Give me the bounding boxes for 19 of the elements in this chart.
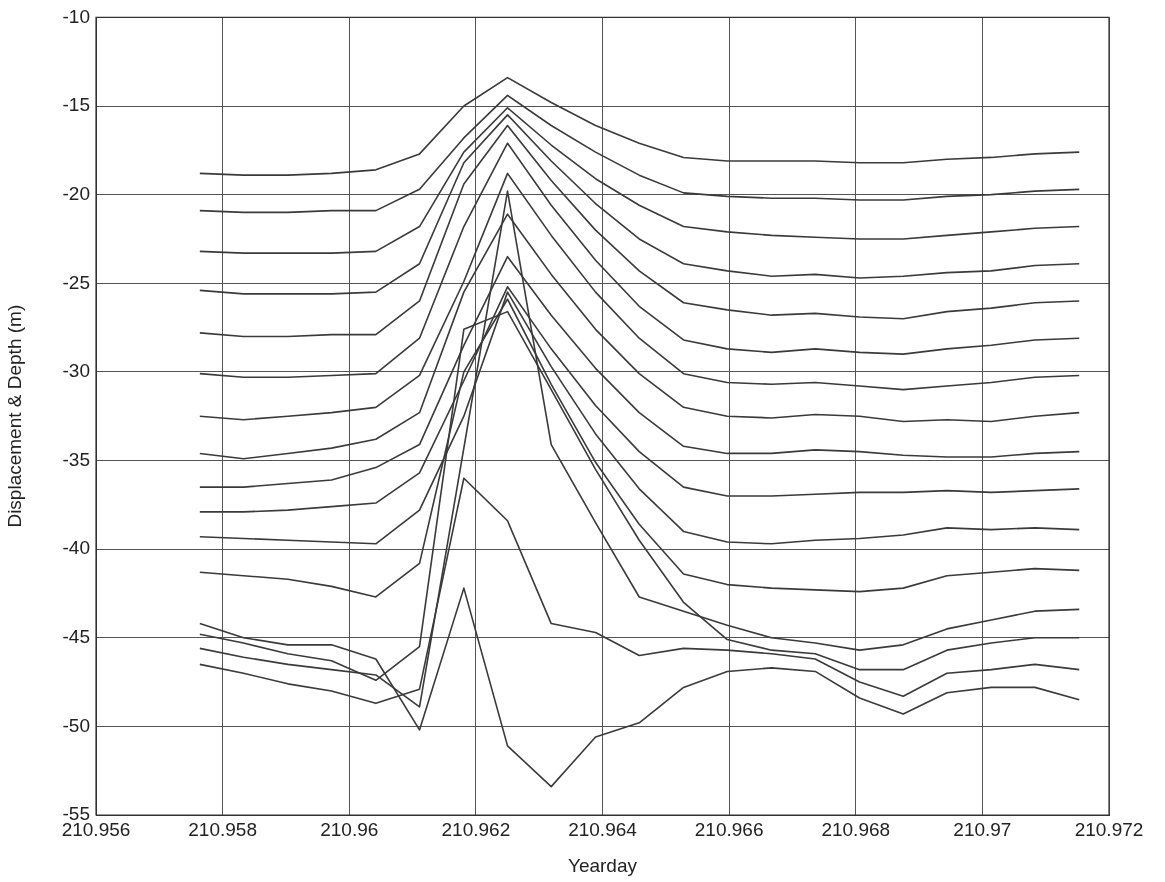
- x-tick-label: 210.97: [953, 818, 1012, 840]
- y-tick-label: -30: [62, 360, 90, 382]
- x-tick-label: 210.96: [320, 818, 379, 840]
- y-tick-label: -35: [62, 448, 90, 470]
- x-tick-label: 210.966: [694, 818, 764, 840]
- y-tick-label: -25: [62, 271, 90, 293]
- x-tick-label: 210.962: [441, 818, 511, 840]
- x-tick-label: 210.958: [188, 818, 257, 840]
- y-tick-label: -45: [62, 625, 90, 647]
- y-tick-label: -40: [62, 537, 90, 559]
- y-tick-label: -20: [62, 182, 90, 204]
- y-tick-label: -50: [62, 714, 90, 736]
- x-axis-title: Yearday: [567, 854, 638, 876]
- x-tick-label: 210.964: [568, 818, 638, 840]
- y-tick-label: -15: [62, 94, 90, 116]
- y-tick-label: -10: [62, 5, 90, 27]
- x-tick-label: 210.972: [1074, 818, 1144, 840]
- y-axis-title: Displacement & Depth (m): [3, 304, 25, 528]
- x-tick-label: 210.968: [821, 818, 891, 840]
